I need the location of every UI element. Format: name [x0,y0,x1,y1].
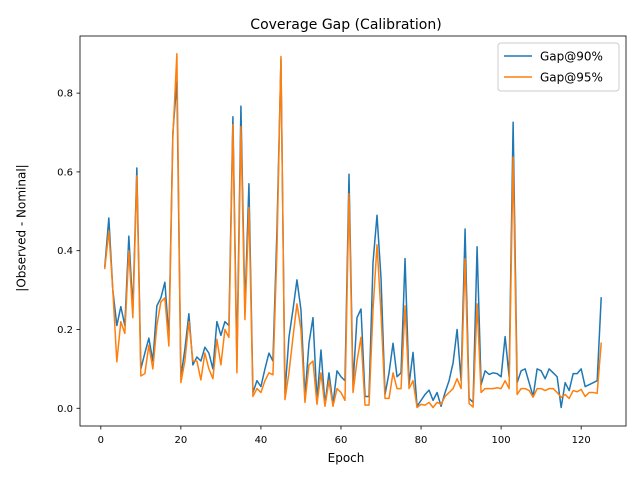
y-tick-label: 0.0 [57,404,73,415]
x-tick-label: 120 [572,435,591,446]
axes-layer: 0 20 40 60 80 100 120 0.0 0.2 0.4 0.6 0.8 [57,35,627,446]
legend-label-gap90: Gap@90% [540,50,603,64]
legend-label-gap95: Gap@95% [540,71,603,85]
plot-area: 0 20 40 60 80 100 120 0.0 0.2 0.4 0.6 0.8 [57,35,627,446]
x-tick-label: 100 [492,435,511,446]
y-tick-label: 0.6 [57,167,73,178]
y-axis-label: |Observed - Nominal| [15,164,29,291]
legend-frame [497,42,620,92]
x-tick-label: 0 [98,435,104,446]
x-tick-label: 40 [255,435,268,446]
series-line-gap95 [103,52,602,409]
y-tick-label: 0.8 [57,89,73,100]
legend: Gap@90% Gap@95% [497,42,620,92]
chart-title: Coverage Gap (Calibration) [250,17,441,33]
axes-frame [79,35,627,427]
x-axis-label: Epoch [328,451,365,465]
series-layer [103,52,602,409]
x-tick-label: 80 [415,435,428,446]
y-tick-label: 0.4 [57,246,73,257]
x-tick-label: 20 [175,435,188,446]
x-tick-label: 60 [335,435,348,446]
y-tick-label: 0.2 [57,325,73,336]
